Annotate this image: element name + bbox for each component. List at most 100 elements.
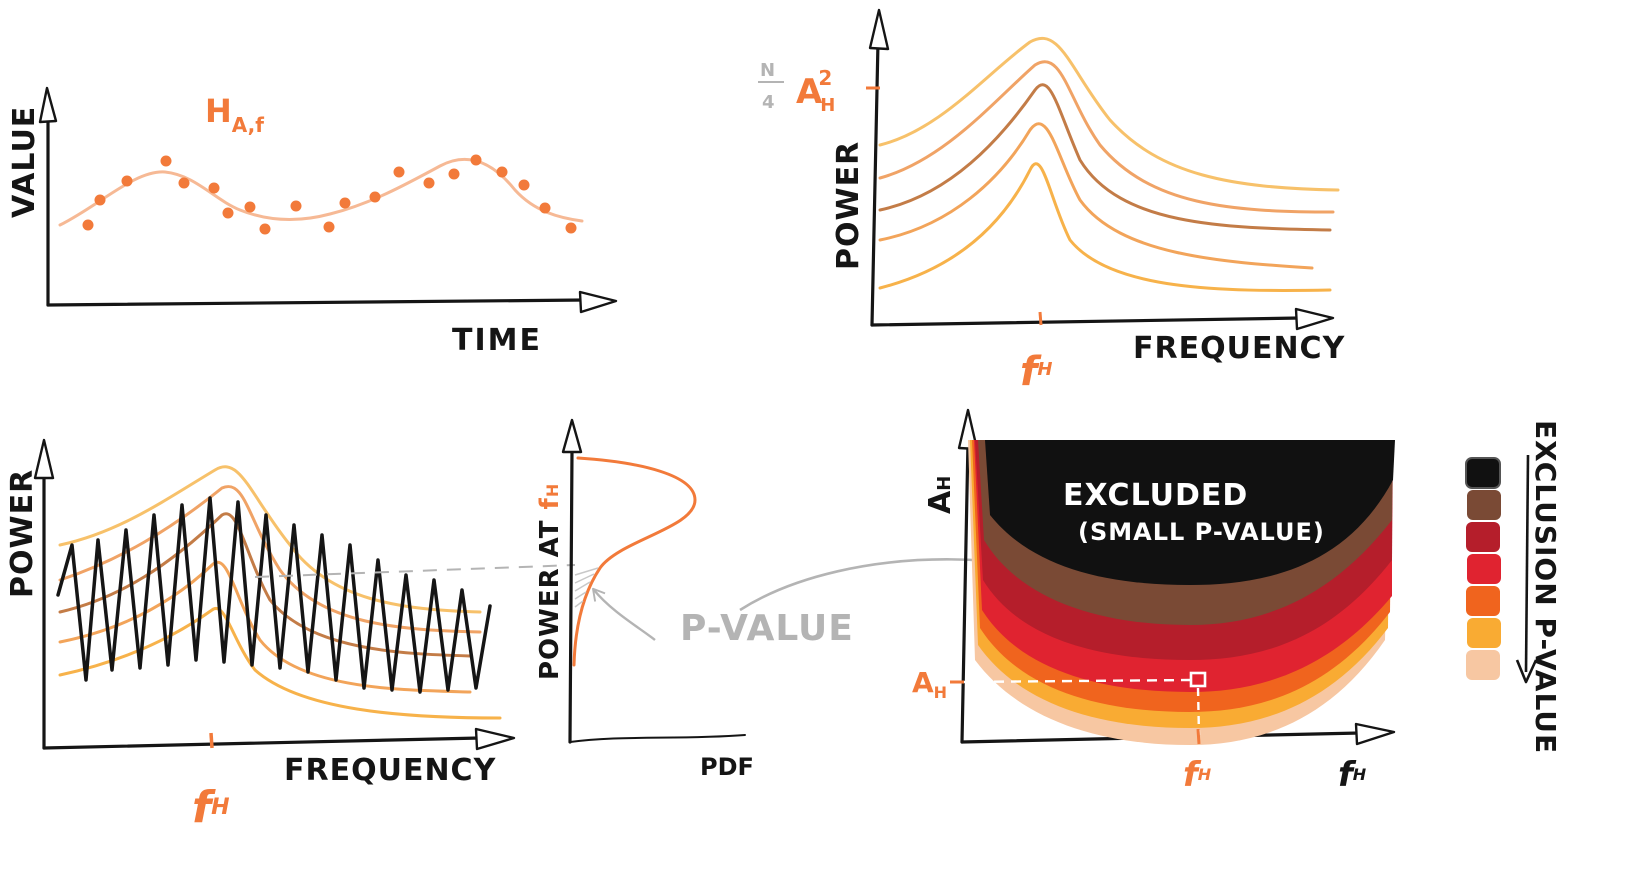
pvalue-annotation: P-VALUE: [680, 608, 854, 649]
excluded-subtitle: (SMALL P-VALUE): [1078, 518, 1325, 546]
spectrum-freq-label: fH: [1020, 349, 1052, 395]
pdf-curve: [572, 456, 697, 667]
spectrum-x-axis: [870, 316, 1302, 327]
data-point: [82, 219, 94, 231]
pvalue-hatch: [574, 567, 599, 608]
spectrum-y-axis: [870, 40, 880, 327]
noise-y-label: POWER: [5, 469, 40, 598]
legend-swatches: [1465, 457, 1501, 680]
noise-spectrum-curves: [58, 465, 502, 720]
legend-arrowhead: [1515, 659, 1538, 684]
amp-dashed-line: [959, 678, 1193, 684]
noise-spectrum-curve: [58, 606, 502, 720]
pdf-x-axis: [569, 734, 746, 743]
data-point: [94, 194, 106, 206]
timeseries-x-label: TIME: [452, 323, 542, 358]
exclusion-y-arrowhead: [957, 408, 979, 451]
data-point: [244, 201, 256, 213]
legend-swatch: [1467, 618, 1501, 648]
excluded-title: EXCLUDED: [1063, 478, 1248, 513]
pdf-y-arrowhead: [561, 418, 583, 454]
spectrum-y-label: POWER: [831, 141, 866, 270]
data-point: [290, 200, 302, 212]
noise-y-arrowhead: [33, 438, 55, 480]
spectrum-curves: [878, 36, 1340, 292]
exclusion-x-arrowhead: [1354, 722, 1396, 746]
exclusion-freq-tick-label: fH: [1183, 755, 1212, 795]
legend-swatch: [1467, 554, 1501, 584]
data-point: [470, 154, 482, 166]
amplitude-fraction-num: N: [760, 60, 775, 81]
data-point: [339, 197, 351, 209]
data-point: [259, 223, 271, 235]
exclusion-band-black: [985, 440, 1395, 585]
noise-oscillation: [56, 496, 492, 694]
panel-spectrum: POWER FREQUENCY N 4 A2 H fH: [758, 8, 1346, 395]
threshold-dashed-line: [254, 564, 576, 578]
spectrum-y-arrowhead: [868, 8, 890, 51]
spectrum-curve: [878, 122, 1314, 270]
exclusion-y-label: AH: [923, 476, 958, 514]
noise-spectrum-curve: [58, 560, 472, 694]
exclusion-y-axis: [960, 440, 970, 744]
panel-exclusion: EXCLUDED (SMALL P-VALUE) AH AH fH fH: [912, 408, 1396, 795]
signal-label: HA,f: [205, 92, 264, 137]
timeseries-x-arrowhead: [578, 290, 618, 314]
noise-spectrum-curve: [58, 485, 482, 634]
spectrum-x-arrowhead: [1294, 307, 1335, 331]
data-point: [423, 177, 435, 189]
legend-swatch: [1467, 490, 1501, 520]
data-point: [178, 177, 190, 189]
data-point: [208, 182, 220, 194]
noise-spectrum-curve: [58, 465, 482, 614]
data-point: [323, 221, 335, 233]
exclusion-x-label: fH: [1338, 755, 1367, 795]
exclusion-amp-tick-label: AH: [912, 666, 947, 702]
freq-dashed-line: [1196, 687, 1201, 736]
selected-point-marker: [1189, 671, 1207, 688]
timeseries-y-arrowhead: [38, 86, 58, 124]
legend-swatch: [1466, 650, 1500, 680]
data-point: [393, 166, 405, 178]
legend-swatch: [1466, 586, 1500, 616]
data-point: [565, 222, 577, 234]
noise-spectrum-curve: [58, 512, 472, 658]
legend-arrow: [1524, 454, 1530, 673]
spectrum-curve: [878, 60, 1335, 214]
panel-pdf: POWER AT fH PDF P-VALUE: [535, 418, 854, 781]
spectrum-x-label: FREQUENCY: [1133, 331, 1346, 366]
pdf-y-label: POWER AT fH: [535, 483, 565, 680]
pdf-x-label: PDF: [700, 753, 754, 781]
panel-spectrum-noise: POWER FREQUENCY fH: [5, 438, 576, 833]
data-point: [539, 202, 551, 214]
timeseries-x-axis: [46, 298, 587, 307]
noise-freq-tick: [209, 732, 214, 749]
legend-swatch: [1465, 457, 1501, 489]
noise-x-arrowhead: [474, 727, 516, 751]
legend-title: EXCLUSION P-VALUE: [1529, 420, 1562, 754]
legend-swatch: [1466, 522, 1500, 552]
noise-freq-label: fH: [192, 782, 230, 833]
timeseries-y-label: VALUE: [7, 106, 42, 218]
amplitude-label: A2 H: [796, 66, 835, 116]
data-point: [369, 191, 381, 203]
timeseries-signal-curve: [58, 157, 584, 227]
data-point: [518, 179, 530, 191]
panel-timeseries: VALUE TIME HA,f: [7, 86, 618, 358]
spectrum-curve: [878, 162, 1332, 292]
noise-x-axis: [42, 736, 482, 750]
spectrum-freq-tick: [1038, 311, 1043, 326]
data-point: [160, 155, 172, 167]
pdf-y-axis: [568, 450, 574, 744]
exclusion-freq-tick: [1196, 728, 1201, 745]
data-point: [222, 207, 234, 219]
data-point: [448, 168, 460, 180]
pvalue-legend: EXCLUSION P-VALUE: [1465, 420, 1562, 754]
timeseries-data-points: [82, 154, 577, 235]
spectrum-curve: [878, 83, 1332, 232]
data-point: [496, 166, 508, 178]
amplitude-fraction-den: 4: [762, 92, 775, 113]
noise-x-label: FREQUENCY: [284, 753, 497, 788]
pvalue-arrow: [592, 587, 656, 641]
